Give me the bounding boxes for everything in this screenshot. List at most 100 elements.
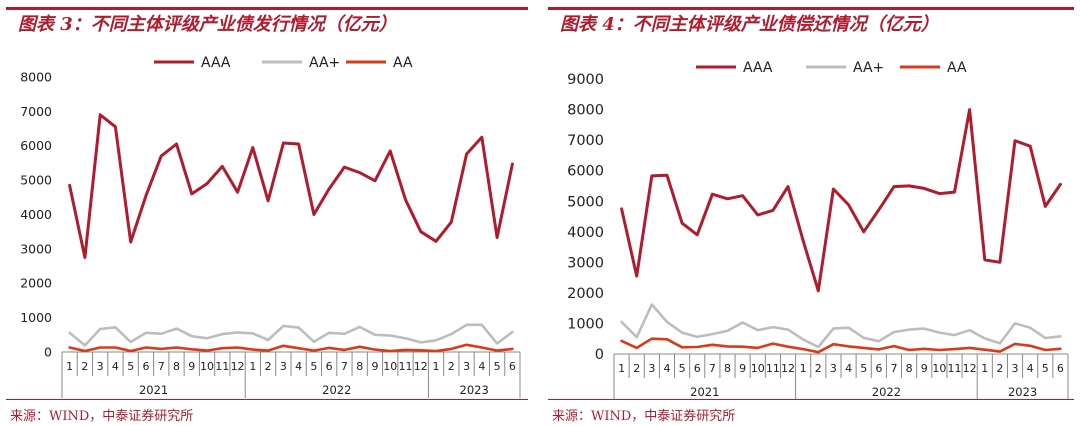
bottom-rule [6,399,528,400]
year-label: 2021 [690,385,719,399]
series-line-aa [620,337,1062,354]
x-tick-label: 5 [310,360,317,373]
year-label: 2021 [139,383,168,397]
y-tick-label: 8000 [20,69,52,84]
y-tick-label: 6000 [20,138,52,153]
y-tick-label: 5000 [20,173,52,188]
x-tick-label: 5 [1042,362,1049,375]
x-tick-label: 12 [414,360,428,373]
series-line-aaa [620,108,1062,293]
x-tick-label: 4 [1027,362,1034,375]
x-tick-label: 11 [766,362,780,375]
y-tick-label: 3000 [20,241,52,256]
chart-source: 来源：WIND，中泰证券研究所 [10,409,194,424]
y-tick-label: 4000 [567,225,604,241]
legend-label: AAA [201,55,231,71]
x-tick-label: 2 [81,360,88,373]
y-tick-label: 2000 [20,276,52,291]
x-tick-label: 12 [963,362,977,375]
top-rule [6,7,528,10]
x-tick-label: 3 [1012,362,1019,375]
x-tick-label: 4 [845,362,852,375]
year-label: 2022 [872,385,901,399]
y-tick-label: 1000 [567,317,604,333]
y-tick-label: 5000 [567,194,604,210]
x-tick-label: 7 [890,362,897,375]
x-tick-label: 1 [249,360,256,373]
y-tick-label: 1000 [20,310,52,325]
y-tick-label: 8000 [567,103,604,119]
x-tick-label: 5 [127,360,134,373]
chart-panel-issuance: 图表 3：不同主体评级产业债发行情况（亿元） 0 1000 2000 3000 4000… [6,0,528,426]
series-line-aa [68,343,514,353]
x-tick-label: 9 [371,360,378,373]
x-tick-label: 10 [751,362,765,375]
x-tick-label: 6 [142,360,149,373]
legend-label: AA+ [853,60,884,76]
x-tick-label: 4 [295,360,302,373]
chart-title: 图表 3：不同主体评级产业债发行情况（亿元） [18,14,397,35]
y-tick-label: 3000 [567,255,604,271]
series-line-aaa [68,113,514,259]
year-label: 2023 [460,383,489,397]
x-tick-label: 4 [112,360,119,373]
series-line-aaplus [68,323,514,347]
x-tick-label: 6 [875,362,882,375]
x-tick-label: 2 [996,362,1003,375]
x-tick-label: 1 [800,362,807,375]
x-tick-label: 12 [781,362,795,375]
x-tick-label: 9 [188,360,195,373]
x-tick-label: 11 [215,360,229,373]
legend-label: AA+ [309,55,340,71]
x-tick-label: 7 [158,360,165,373]
x-tick-label: 10 [200,360,214,373]
x-tick-label: 6 [694,362,701,375]
x-tick-label: 5 [860,362,867,375]
x-tick-label: 10 [932,362,946,375]
x-tick-label: 8 [356,360,363,373]
x-tick-label: 11 [399,360,413,373]
x-tick-label: 12 [231,360,245,373]
x-tick-label: 4 [478,360,485,373]
x-tick-label: 7 [341,360,348,373]
y-tick-label: 7000 [567,133,604,149]
x-tick-label: 2 [448,360,455,373]
x-tick-label: 9 [921,362,928,375]
year-label: 2023 [1008,385,1037,399]
y-tick-label: 4000 [20,207,52,222]
x-tick-label: 3 [463,360,470,373]
x-tick-label: 4 [663,362,670,375]
x-tick-label: 5 [679,362,686,375]
x-tick-label: 3 [830,362,837,375]
legend-label: AA [947,60,967,76]
chart-title: 图表 4：不同主体评级产业债偿还情况（亿元） [560,14,939,35]
legend-label: AAA [743,60,773,76]
y-tick-label: 9000 [567,72,604,88]
chart-source: 来源：WIND，中泰证券研究所 [552,409,736,424]
legend-label: AA [393,55,413,71]
x-tick-label: 2 [633,362,640,375]
x-tick-label: 3 [97,360,104,373]
x-tick-label: 8 [906,362,913,375]
y-tick-label: 6000 [567,164,604,180]
x-tick-label: 2 [265,360,272,373]
x-tick-label: 11 [948,362,962,375]
x-tick-label: 8 [724,362,731,375]
y-tick-label: 2000 [567,286,604,302]
x-tick-label: 1 [981,362,988,375]
x-tick-label: 3 [280,360,287,373]
y-tick-label: 0 [595,347,604,363]
x-tick-label: 2 [815,362,822,375]
bottom-rule [548,399,1074,400]
x-tick-label: 7 [709,362,716,375]
series-line-aaplus [620,303,1062,349]
x-tick-label: 1 [66,360,73,373]
x-tick-label: 1 [433,360,440,373]
x-tick-label: 1 [618,362,625,375]
y-tick-label: 7000 [20,104,52,119]
chart-panel-repayment: 图表 4：不同主体评级产业债偿还情况（亿元） 0 1000 2000 3000 4000… [548,0,1074,426]
x-tick-label: 6 [326,360,333,373]
top-rule [548,7,1074,10]
